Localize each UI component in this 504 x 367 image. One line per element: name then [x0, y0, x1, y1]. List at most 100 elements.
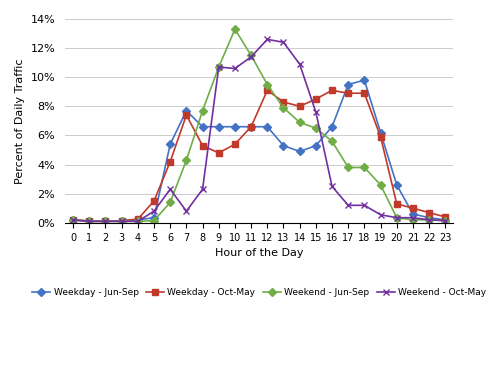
Weekend - Jun-Sep — [443, 218, 449, 223]
Weekend - Oct-May — [151, 209, 157, 213]
Weekend - Jun-Sep — [135, 219, 141, 224]
Weekday - Oct-May — [167, 159, 173, 164]
Weekday - Jun-Sep — [183, 109, 190, 113]
Weekend - Oct-May — [394, 215, 400, 220]
Legend: Weekday - Jun-Sep, Weekday - Oct-May, Weekend - Jun-Sep, Weekend - Oct-May: Weekday - Jun-Sep, Weekday - Oct-May, We… — [28, 284, 490, 301]
Weekday - Jun-Sep — [394, 183, 400, 187]
Weekday - Oct-May — [345, 91, 351, 95]
Line: Weekday - Oct-May: Weekday - Oct-May — [71, 88, 448, 224]
Weekend - Jun-Sep — [394, 215, 400, 220]
Weekend - Jun-Sep — [426, 218, 432, 222]
Weekday - Jun-Sep — [377, 130, 384, 135]
Weekday - Oct-May — [377, 135, 384, 139]
Weekend - Oct-May — [135, 219, 141, 224]
Weekday - Jun-Sep — [135, 218, 141, 222]
Weekday - Jun-Sep — [248, 124, 254, 129]
Weekend - Jun-Sep — [216, 65, 222, 69]
Y-axis label: Percent of Daily Traffic: Percent of Daily Traffic — [15, 58, 25, 184]
Weekday - Jun-Sep — [345, 82, 351, 87]
Weekday - Oct-May — [361, 91, 367, 95]
Weekend - Oct-May — [377, 212, 384, 217]
Weekday - Jun-Sep — [86, 219, 92, 224]
Weekday - Jun-Sep — [167, 142, 173, 146]
Weekend - Jun-Sep — [264, 82, 270, 87]
Weekend - Jun-Sep — [297, 120, 303, 124]
Weekday - Oct-May — [183, 113, 190, 117]
Weekday - Oct-May — [232, 142, 238, 146]
Weekday - Oct-May — [216, 151, 222, 155]
Weekday - Jun-Sep — [216, 124, 222, 129]
Weekday - Oct-May — [443, 215, 449, 219]
X-axis label: Hour of the Day: Hour of the Day — [215, 248, 303, 258]
Weekend - Oct-May — [443, 218, 449, 223]
Weekday - Oct-May — [313, 97, 319, 101]
Weekend - Oct-May — [167, 187, 173, 192]
Weekend - Jun-Sep — [86, 218, 92, 223]
Weekend - Jun-Sep — [377, 183, 384, 187]
Weekday - Jun-Sep — [297, 149, 303, 154]
Weekend - Jun-Sep — [151, 218, 157, 223]
Weekday - Oct-May — [297, 104, 303, 109]
Weekend - Oct-May — [216, 65, 222, 69]
Weekday - Jun-Sep — [200, 124, 206, 129]
Weekday - Jun-Sep — [102, 219, 108, 224]
Weekday - Oct-May — [264, 88, 270, 92]
Weekday - Oct-May — [200, 143, 206, 148]
Weekend - Jun-Sep — [200, 109, 206, 113]
Weekday - Oct-May — [135, 217, 141, 221]
Weekday - Jun-Sep — [329, 124, 335, 129]
Weekend - Oct-May — [183, 209, 190, 213]
Weekend - Oct-May — [345, 203, 351, 207]
Line: Weekday - Jun-Sep: Weekday - Jun-Sep — [71, 77, 448, 224]
Weekday - Oct-May — [329, 88, 335, 92]
Weekday - Jun-Sep — [151, 215, 157, 220]
Weekend - Jun-Sep — [313, 126, 319, 130]
Weekend - Oct-May — [313, 110, 319, 115]
Weekend - Oct-May — [248, 55, 254, 59]
Weekend - Jun-Sep — [248, 53, 254, 58]
Line: Weekend - Jun-Sep: Weekend - Jun-Sep — [71, 26, 448, 224]
Weekday - Oct-May — [151, 199, 157, 203]
Weekend - Jun-Sep — [102, 219, 108, 224]
Weekday - Jun-Sep — [232, 124, 238, 129]
Weekday - Oct-May — [280, 100, 286, 104]
Weekend - Oct-May — [264, 37, 270, 41]
Line: Weekend - Oct-May: Weekend - Oct-May — [70, 36, 449, 225]
Weekend - Oct-May — [297, 62, 303, 66]
Weekend - Oct-May — [329, 184, 335, 189]
Weekend - Oct-May — [70, 218, 76, 222]
Weekend - Jun-Sep — [70, 218, 76, 222]
Weekday - Jun-Sep — [410, 212, 416, 216]
Weekend - Oct-May — [102, 219, 108, 224]
Weekday - Oct-May — [426, 210, 432, 215]
Weekend - Oct-May — [426, 218, 432, 222]
Weekday - Oct-May — [102, 219, 108, 224]
Weekday - Jun-Sep — [361, 78, 367, 82]
Weekend - Jun-Sep — [361, 165, 367, 170]
Weekend - Oct-May — [232, 66, 238, 71]
Weekend - Jun-Sep — [345, 165, 351, 170]
Weekend - Oct-May — [118, 219, 124, 224]
Weekday - Oct-May — [70, 218, 76, 222]
Weekday - Jun-Sep — [280, 143, 286, 148]
Weekend - Jun-Sep — [167, 200, 173, 205]
Weekday - Oct-May — [394, 201, 400, 206]
Weekday - Jun-Sep — [443, 218, 449, 222]
Weekday - Jun-Sep — [313, 143, 319, 148]
Weekend - Jun-Sep — [280, 106, 286, 110]
Weekday - Jun-Sep — [264, 124, 270, 129]
Weekend - Jun-Sep — [329, 139, 335, 143]
Weekend - Oct-May — [410, 215, 416, 220]
Weekend - Oct-May — [86, 219, 92, 224]
Weekend - Oct-May — [280, 40, 286, 44]
Weekend - Oct-May — [361, 203, 367, 207]
Weekend - Jun-Sep — [118, 219, 124, 224]
Weekday - Jun-Sep — [426, 215, 432, 220]
Weekend - Jun-Sep — [232, 27, 238, 32]
Weekday - Jun-Sep — [70, 218, 76, 222]
Weekday - Oct-May — [410, 206, 416, 210]
Weekend - Oct-May — [200, 187, 206, 192]
Weekend - Jun-Sep — [183, 158, 190, 162]
Weekday - Oct-May — [86, 219, 92, 224]
Weekday - Jun-Sep — [118, 219, 124, 224]
